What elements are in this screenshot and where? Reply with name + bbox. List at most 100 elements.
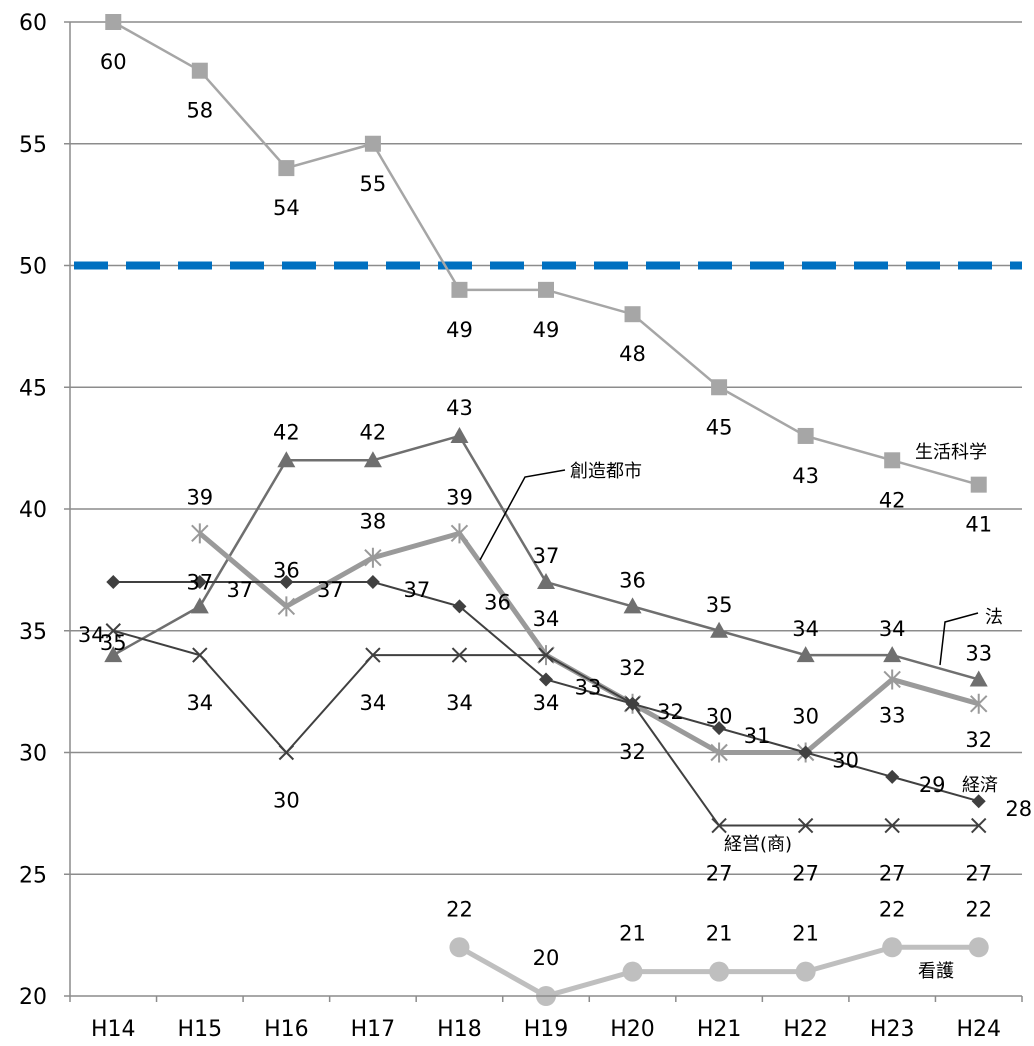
data-label: 22	[965, 897, 992, 921]
data-point-marker	[711, 817, 727, 834]
data-point-marker	[622, 961, 643, 982]
data-point-marker	[798, 745, 813, 760]
x-tick-label-H23: H23	[870, 1017, 915, 1042]
data-label: 30	[273, 789, 300, 813]
data-label: 43	[792, 464, 819, 488]
data-label: 36	[619, 568, 646, 592]
data-label: 49	[446, 318, 473, 342]
data-label: 34	[360, 691, 387, 715]
y-tick-label-35: 35	[19, 620, 47, 645]
y-tick-label-50: 50	[19, 255, 47, 280]
data-label: 32	[965, 728, 992, 752]
data-point-marker	[278, 744, 295, 761]
data-point-marker	[539, 672, 553, 687]
x-tick-label-H17: H17	[351, 1017, 396, 1042]
series-label-keizai: 経済	[962, 775, 998, 796]
series-3	[106, 575, 986, 809]
series-label-souzou-toshi-leader	[479, 469, 566, 561]
data-point-marker	[712, 721, 727, 736]
x-tick-label-H21: H21	[697, 1017, 742, 1042]
data-label: 34	[533, 607, 560, 631]
data-label: 21	[792, 922, 819, 946]
data-label: 32	[619, 656, 646, 680]
data-point-marker	[538, 647, 554, 663]
data-point-marker	[452, 599, 467, 614]
data-label: 34	[879, 617, 906, 641]
data-label: 20	[533, 946, 560, 970]
data-label: 42	[273, 420, 300, 444]
data-label: 34	[446, 691, 473, 715]
gridlines	[70, 21, 1022, 875]
data-point-marker	[279, 575, 294, 590]
data-point-marker	[105, 623, 121, 639]
data-label: 33	[879, 703, 906, 727]
data-label: 37	[226, 578, 253, 602]
y-tick-label-60: 60	[19, 11, 47, 36]
data-point-marker	[795, 961, 816, 982]
data-point-marker	[624, 696, 641, 712]
y-tick-label-20: 20	[19, 985, 47, 1010]
series-line	[112, 20, 980, 486]
y-tick-label-45: 45	[19, 376, 47, 401]
data-label: 43	[446, 396, 473, 420]
series-label-souzou-toshi: 創造都市	[570, 461, 642, 482]
data-label: 42	[360, 420, 387, 444]
data-label: 39	[186, 485, 213, 509]
data-label: 30	[706, 705, 733, 729]
data-label: 55	[360, 172, 387, 196]
data-point-marker	[191, 62, 208, 79]
data-point-marker	[882, 937, 903, 958]
data-label: 58	[186, 99, 213, 123]
data-point-marker	[710, 742, 728, 763]
data-label: 33	[575, 675, 602, 699]
data-point-marker	[191, 523, 209, 544]
data-label: 35	[100, 631, 127, 655]
data-label: 42	[879, 488, 906, 512]
data-point-marker	[796, 646, 815, 663]
data-label: 36	[273, 558, 300, 582]
series-label-kango: 看護	[918, 961, 954, 982]
series-lines	[104, 14, 989, 1006]
data-label: 36	[484, 590, 511, 614]
data-point-marker	[190, 597, 209, 614]
x-tick-label-H24: H24	[956, 1017, 1001, 1042]
data-point-marker	[451, 647, 468, 663]
data-label: 35	[706, 593, 733, 617]
data-label: 27	[792, 862, 819, 886]
y-tick-label-40: 40	[19, 498, 47, 523]
annotation-keiei-shou: 経営(商)	[724, 834, 792, 855]
data-label: 37	[317, 578, 344, 602]
data-label: 32	[619, 740, 646, 764]
data-label: 27	[965, 862, 992, 886]
data-label: 21	[619, 922, 646, 946]
x-tick-label-H14: H14	[91, 1017, 136, 1042]
x-tick-label-H16: H16	[264, 1017, 309, 1042]
data-point-marker	[537, 573, 555, 590]
data-point-marker	[365, 647, 381, 663]
series-0	[105, 14, 987, 493]
data-label: 34	[78, 623, 105, 647]
x-tick-label-H22: H22	[783, 1017, 828, 1042]
data-point-marker	[104, 646, 123, 663]
series-label-hou-leader	[939, 612, 979, 666]
data-point-marker	[624, 306, 641, 323]
data-label: 38	[360, 510, 387, 534]
data-label: 54	[273, 196, 300, 220]
data-point-marker	[710, 621, 729, 638]
data-label: 27	[879, 862, 906, 886]
data-point-marker	[883, 646, 902, 663]
data-label: 31	[744, 724, 771, 748]
x-tick-label-H15: H15	[178, 1017, 223, 1042]
data-label: 37	[186, 570, 213, 594]
data-label: 27	[706, 862, 733, 886]
data-point-marker	[623, 597, 642, 614]
x-tick-label-H19: H19	[524, 1017, 569, 1042]
data-point-marker	[968, 937, 989, 958]
series-4	[105, 623, 987, 834]
data-point-marker	[449, 937, 470, 958]
data-point-marker	[105, 14, 122, 30]
data-point-marker	[970, 476, 987, 493]
data-point-marker	[884, 817, 900, 834]
data-point-marker	[797, 427, 814, 444]
